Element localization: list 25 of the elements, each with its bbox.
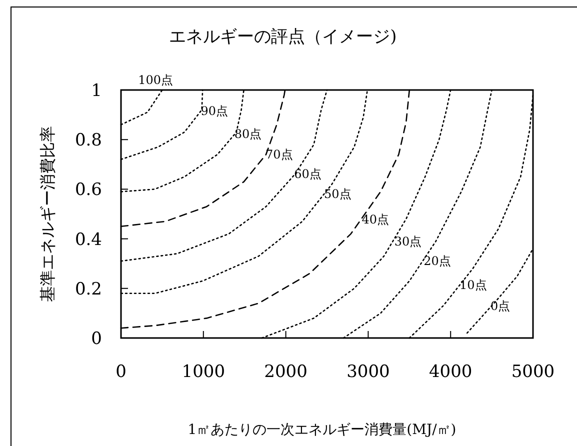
series-label: 40点 — [362, 212, 390, 226]
x-tick-label: 2000 — [264, 362, 308, 382]
y-tick-label: 1 — [91, 81, 102, 101]
series-label: 70点 — [266, 148, 293, 162]
series-label: 30点 — [394, 234, 422, 248]
y-tick-label: 0.6 — [74, 180, 102, 200]
y-tick-label: 0 — [91, 329, 102, 349]
y-tick-label: 0.2 — [74, 279, 102, 300]
x-tick-label: 3000 — [346, 362, 390, 382]
series-label: 100点 — [138, 73, 173, 87]
chart-title: エネルギーの評点（イメージ) — [169, 27, 397, 47]
x-axis-title: 1㎡あたりの一次エネルギー消費量(MJ/㎡) — [188, 422, 456, 438]
x-tick-label: 0 — [116, 362, 126, 382]
series-label: 10点 — [460, 278, 487, 292]
series-label: 60点 — [294, 166, 322, 181]
y-tick-label: 0.4 — [74, 230, 102, 250]
series-label: 20点 — [424, 254, 451, 268]
series-label: 50点 — [324, 186, 352, 201]
x-tick-label: 1000 — [182, 362, 226, 382]
y-tick-label: 0.8 — [74, 130, 102, 151]
y-axis-title: 基準エネルギー消費比率 — [38, 126, 57, 302]
x-tick-label: 5000 — [511, 362, 555, 382]
series-label: 80点 — [234, 126, 262, 141]
series-label: 90点 — [200, 104, 228, 118]
x-tick-label: 4000 — [428, 362, 472, 382]
